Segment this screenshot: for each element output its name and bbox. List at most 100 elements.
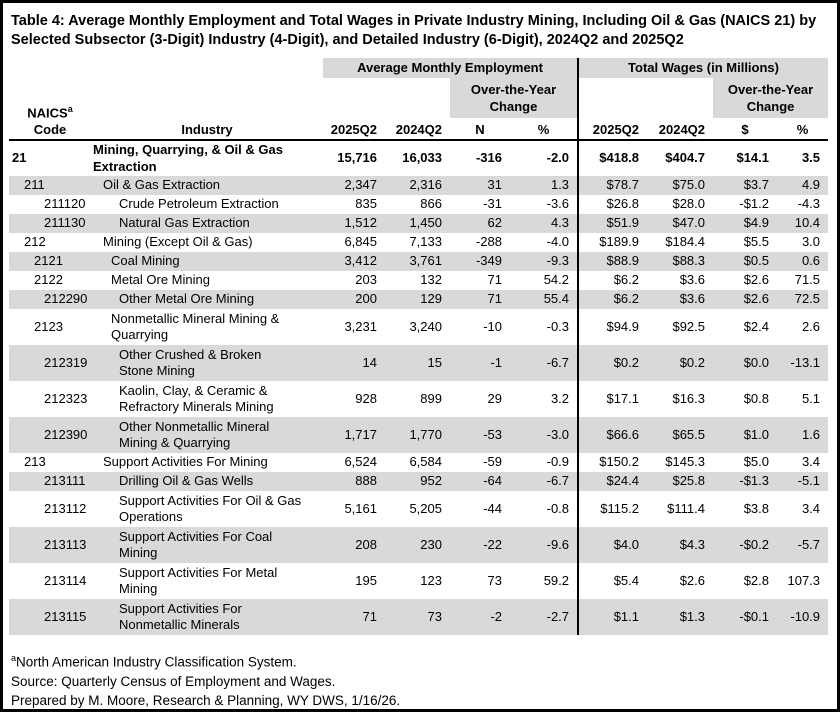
industry-cell: Coal Mining [91, 252, 323, 271]
wage-2025q2-cell: $17.1 [577, 381, 648, 417]
wage-2025q2-cell: $24.4 [577, 472, 648, 491]
industry-cell: Nonmetallic Mineral Mining & Quarrying [111, 310, 280, 343]
naics-code-cell: 213111 [9, 472, 91, 491]
wage-change-pct-cell: 0.6 [777, 252, 829, 271]
wage-change-pct-cell: 107.3 [787, 572, 821, 588]
emp-change-n-cell: 71 [450, 290, 510, 309]
wage-2024q2-cell: $184.4 [665, 234, 706, 250]
wage-change-dollar-cell: $4.9 [713, 214, 778, 233]
group-header-spacer [9, 58, 323, 78]
industry-cell: Support Activities For Coal Mining [91, 527, 323, 563]
wage-change-pct-cell: 71.5 [794, 272, 821, 288]
emp-change-n-cell: -64 [450, 472, 510, 491]
wage-2024q2-cell: $404.7 [665, 150, 706, 166]
table-row: 213112 Support Activities For Oil & Gas … [9, 491, 828, 527]
industry-cell: Oil & Gas Extraction [91, 176, 323, 195]
table-row: 212290 Other Metal Ore Mining 200 129 71… [9, 290, 829, 309]
wage-change-dollar-cell: $2.8 [743, 572, 770, 588]
naics-code-cell: 2121 [9, 252, 91, 271]
naics-code-cell: 211130 [9, 214, 91, 233]
emp-change-pct-cell: -0.3 [546, 318, 570, 334]
table-row: 212 Mining (Except Oil & Gas) 6,845 7,13… [9, 233, 828, 252]
emp-change-pct-cell: 4.3 [510, 214, 579, 233]
naics-code-cell: 212290 [9, 290, 91, 309]
wage-2025q2-cell: $189.9 [577, 233, 648, 252]
wage-change-dollar-cell: $2.6 [713, 290, 778, 309]
emp-change-pct-cell: -0.8 [546, 500, 570, 516]
emp-change-pct-cell: -9.3 [510, 252, 579, 271]
wage-change-dollar-cell: -$1.3 [713, 472, 778, 491]
emp-change-pct-cell: 55.4 [510, 290, 579, 309]
wage-2024q2-cell: $2.6 [679, 572, 706, 588]
emp-quarters-spacer [323, 78, 450, 118]
wage-change-dollar-cell: $3.8 [743, 500, 770, 516]
emp-2025q2-cell: 1,717 [323, 417, 385, 453]
emp-change-n-cell: -31 [483, 196, 502, 212]
industry-cell: Metal Ore Mining [111, 272, 210, 288]
wage-pct-header: % [777, 118, 829, 141]
wage-2024q2-cell: $16.3 [672, 390, 706, 406]
industry-cell: Support Activities For Nonmetallic Miner… [91, 599, 323, 635]
emp-2025q2-cell: 5,161 [344, 500, 377, 516]
wages-group-header: Total Wages (in Millions) [577, 58, 829, 78]
wage-2025q2-cell: $1.1 [577, 599, 648, 635]
wage-change-dollar-cell: $0.8 [743, 390, 770, 406]
wage-2025q2-cell: $4.0 [577, 527, 648, 563]
table-row: 211 Oil & Gas Extraction 2,347 2,316 31 … [9, 176, 829, 195]
wage-2024q2-cell: $88.3 [647, 252, 714, 271]
wage-change-dollar-cell: $2.4 [743, 318, 770, 334]
wage-change-pct-cell: -10.9 [777, 599, 829, 635]
industry-cell: Mining, Quarrying, & Oil & Gas Extractio… [93, 142, 283, 174]
oty-header-row: NAICSa Code Industry Over-the-Year Chang… [9, 78, 829, 141]
emp-n-header: N [450, 118, 510, 141]
wage-change-dollar-cell: -$0.2 [713, 527, 778, 563]
emp-2025q2-cell: 888 [323, 472, 385, 491]
employment-wages-table: Average Monthly Employment Total Wages (… [9, 58, 829, 635]
wage-2025q2-cell: $78.7 [577, 176, 648, 195]
wage-2025q2-cell: $115.2 [577, 491, 648, 527]
emp-change-n-cell: 71 [487, 272, 502, 288]
emp-2025q2-header: 2025Q2 [323, 118, 385, 141]
wage-2025q2-cell: $94.9 [577, 309, 648, 345]
footnote-source: Source: Quarterly Census of Employment a… [11, 673, 336, 689]
emp-change-pct-cell: 1.3 [510, 176, 579, 195]
naics-code-cell: 21 [12, 150, 27, 166]
naics-code-header: NAICSa Code [9, 78, 91, 141]
industry-header: Industry [91, 78, 323, 141]
industry-cell: Drilling Oil & Gas Wells [91, 472, 323, 491]
naics-label: NAICS [27, 105, 68, 120]
footnote-prepared: Prepared by M. Moore, Research & Plannin… [11, 692, 401, 708]
table-row: 213115 Support Activities For Nonmetalli… [9, 599, 829, 635]
wage-2024q2-header: 2024Q2 [647, 118, 714, 141]
wage-change-dollar-cell: $3.7 [713, 176, 778, 195]
industry-cell: Natural Gas Extraction [91, 214, 323, 233]
emp-change-n-cell: -349 [450, 252, 510, 271]
wage-2024q2-cell: $3.6 [647, 290, 714, 309]
wage-change-pct-cell: 3.0 [801, 234, 821, 250]
wage-2024q2-cell: $47.0 [647, 214, 714, 233]
code-label: Code [33, 122, 67, 137]
emp-change-n-cell: -59 [483, 454, 502, 470]
wage-2025q2-cell: $26.8 [577, 195, 648, 214]
emp-change-pct-cell: 3.2 [550, 390, 570, 406]
emp-oty-header: Over-the-Year Change [450, 78, 579, 118]
emp-2024q2-cell: 1,770 [385, 417, 450, 453]
wage-2025q2-cell: $150.2 [577, 453, 648, 472]
emp-change-pct-cell: -2.0 [546, 150, 570, 166]
emp-change-n-cell: -44 [483, 500, 502, 516]
table-row: 213111 Drilling Oil & Gas Wells 888 952 … [9, 472, 829, 491]
emp-2025q2-cell: 3,231 [344, 318, 377, 334]
naics-footnote-marker: a [67, 103, 73, 114]
emp-change-pct-cell: -0.9 [546, 454, 570, 470]
table-body: 21 Mining, Quarrying, & Oil & Gas Extrac… [9, 140, 829, 635]
wage-2024q2-cell: $4.3 [647, 527, 714, 563]
table-row: 213113 Support Activities For Coal Minin… [9, 527, 829, 563]
emp-change-pct-cell: -3.6 [546, 196, 570, 212]
wage-change-pct-cell: -13.1 [777, 345, 829, 381]
emp-2025q2-cell: 14 [323, 345, 385, 381]
emp-change-n-cell: -288 [475, 234, 502, 250]
emp-change-n-cell: -2 [450, 599, 510, 635]
table-row: 211130 Natural Gas Extraction 1,512 1,45… [9, 214, 829, 233]
footnotes: aNorth American Industry Classification … [11, 649, 837, 709]
